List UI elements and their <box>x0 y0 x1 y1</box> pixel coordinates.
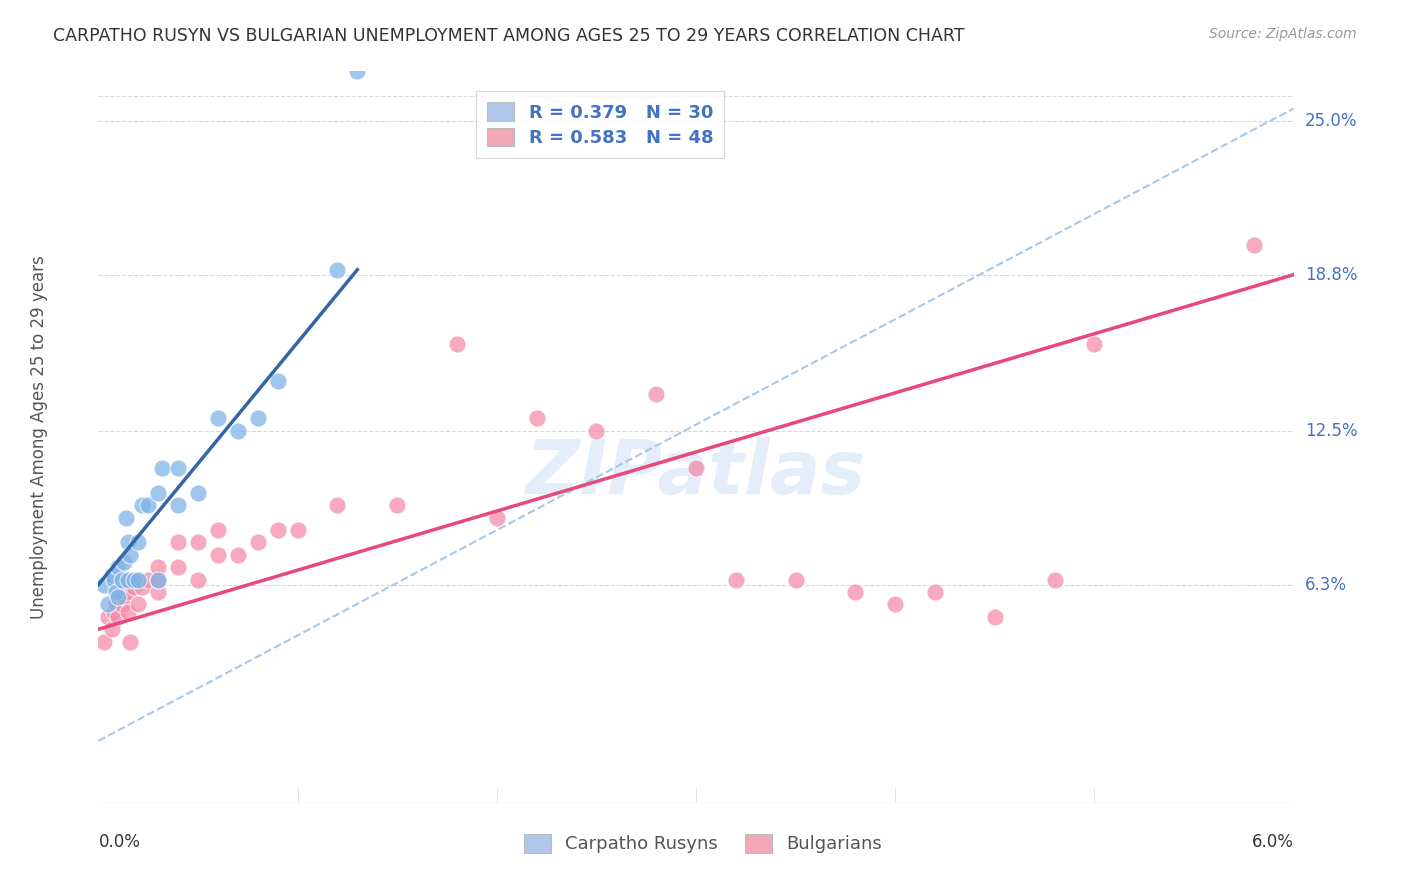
Point <box>187 535 209 549</box>
Point <box>785 573 807 587</box>
Point <box>246 411 269 425</box>
Legend: Carpatho Rusyns, Bulgarians: Carpatho Rusyns, Bulgarians <box>516 827 890 861</box>
Point <box>107 590 129 604</box>
Point <box>148 585 170 599</box>
Point <box>446 337 468 351</box>
Point <box>105 598 128 612</box>
Point <box>120 548 142 562</box>
Point <box>526 411 548 425</box>
Point <box>97 610 120 624</box>
Point <box>167 461 190 475</box>
Point <box>127 535 149 549</box>
Text: Unemployment Among Ages 25 to 29 years: Unemployment Among Ages 25 to 29 years <box>30 255 48 619</box>
Point <box>124 573 146 587</box>
Point <box>844 585 866 599</box>
Point <box>346 64 368 78</box>
Point <box>326 498 349 512</box>
Point <box>103 573 125 587</box>
Text: 6.0%: 6.0% <box>1251 833 1294 851</box>
Point <box>148 560 170 574</box>
Point <box>127 573 149 587</box>
Point <box>111 580 134 594</box>
Point <box>267 374 290 388</box>
Point <box>105 585 128 599</box>
Point <box>167 535 190 549</box>
Point <box>112 590 135 604</box>
Point <box>127 598 149 612</box>
Point <box>187 573 209 587</box>
Text: CARPATHO RUSYN VS BULGARIAN UNEMPLOYMENT AMONG AGES 25 TO 29 YEARS CORRELATION C: CARPATHO RUSYN VS BULGARIAN UNEMPLOYMENT… <box>53 27 965 45</box>
Point <box>101 622 124 636</box>
Point <box>167 560 190 574</box>
Point <box>385 498 409 512</box>
Point <box>187 486 209 500</box>
Point <box>117 573 139 587</box>
Point <box>97 598 120 612</box>
Point <box>101 567 124 582</box>
Point <box>148 573 170 587</box>
Point <box>724 573 747 587</box>
Point <box>111 573 134 587</box>
Point <box>103 605 125 619</box>
Text: 0.0%: 0.0% <box>98 833 141 851</box>
Point <box>287 523 309 537</box>
Point <box>226 424 249 438</box>
Point <box>124 580 146 594</box>
Point <box>136 498 159 512</box>
Text: 6.3%: 6.3% <box>1305 575 1347 593</box>
Point <box>924 585 946 599</box>
Point <box>150 461 173 475</box>
Point <box>1243 238 1265 252</box>
Point <box>267 523 290 537</box>
Point <box>93 577 115 591</box>
Point <box>115 510 138 524</box>
Point <box>207 523 229 537</box>
Point <box>117 535 139 549</box>
Text: 18.8%: 18.8% <box>1305 266 1357 284</box>
Point <box>207 548 229 562</box>
Point <box>131 498 153 512</box>
Text: ZIPatlas: ZIPatlas <box>526 437 866 510</box>
Point <box>884 598 907 612</box>
Point <box>246 535 269 549</box>
Point <box>1083 337 1105 351</box>
Point <box>585 424 607 438</box>
Point <box>984 610 1007 624</box>
Point <box>112 555 135 569</box>
Point <box>131 580 153 594</box>
Point <box>226 548 249 562</box>
Text: 25.0%: 25.0% <box>1305 112 1357 130</box>
Point <box>107 610 129 624</box>
Point <box>485 510 508 524</box>
Point <box>685 461 707 475</box>
Point <box>148 573 170 587</box>
Point <box>136 573 159 587</box>
Point <box>645 386 668 401</box>
Point <box>167 498 190 512</box>
Point <box>107 560 129 574</box>
Point <box>117 605 139 619</box>
Point <box>117 585 139 599</box>
Point <box>326 262 349 277</box>
Point <box>207 411 229 425</box>
Point <box>148 486 170 500</box>
Point <box>1043 573 1066 587</box>
Legend: R = 0.379   N = 30, R = 0.583   N = 48: R = 0.379 N = 30, R = 0.583 N = 48 <box>477 91 724 158</box>
Text: Source: ZipAtlas.com: Source: ZipAtlas.com <box>1209 27 1357 41</box>
Text: 12.5%: 12.5% <box>1305 422 1357 440</box>
Point <box>107 585 129 599</box>
Point <box>127 573 149 587</box>
Point <box>93 634 115 648</box>
Point <box>111 598 134 612</box>
Point <box>120 634 142 648</box>
